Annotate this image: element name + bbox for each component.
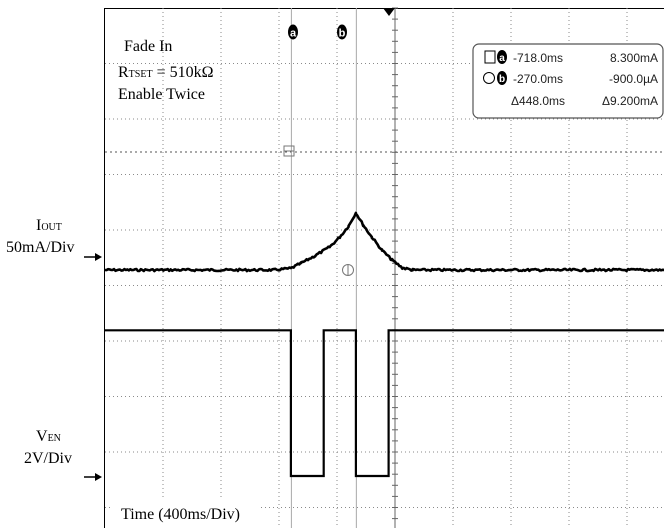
readout-delta-time: Δ448.0ms	[511, 94, 565, 108]
annotation-fade-in: Fade In	[124, 38, 172, 55]
readout-a-time: -718.0ms	[513, 51, 563, 65]
readout-b-value: -900.0µA	[609, 72, 658, 86]
ven-ground-arrow	[84, 473, 102, 481]
iout-scale-label: 50mA/Div	[6, 239, 74, 256]
annotation-rtset: RTSET = 510kΩ	[118, 64, 214, 81]
square-cursor-icon	[484, 50, 496, 64]
cursor-a-marker[interactable]: a	[288, 24, 298, 40]
cursor-readout-box: a -718.0ms 8.300mA b -270.0ms -900.0µA Δ…	[472, 43, 664, 119]
cursor-b-label: b	[339, 28, 346, 40]
iout-trace	[104, 211, 664, 273]
svg-text:a: a	[499, 53, 505, 64]
readout-b-time: -270.0ms	[513, 72, 563, 86]
cursor-a-readout-icon	[497, 50, 507, 64]
cursor-b-marker[interactable]: b	[337, 24, 347, 40]
annotation-enable-twice: Enable Twice	[118, 86, 205, 103]
svg-text:b: b	[499, 74, 505, 85]
ven-trace	[105, 329, 664, 478]
readout-delta-value: Δ9.200mA	[602, 94, 658, 108]
circle-cursor-icon	[483, 72, 495, 84]
cursor-b-readout-icon	[497, 71, 507, 85]
timebase-label: Time (400ms/Div)	[121, 506, 240, 523]
readout-a-value: 8.300mA	[610, 51, 658, 65]
trigger-position-marker	[383, 8, 395, 16]
ven-scale-label: 2V/Div	[24, 450, 72, 467]
iout-channel-label: IOUT	[36, 217, 62, 234]
iout-ground-arrow	[84, 253, 102, 261]
cursor-a-label: a	[290, 28, 297, 40]
ven-channel-label: VEN	[36, 428, 61, 445]
